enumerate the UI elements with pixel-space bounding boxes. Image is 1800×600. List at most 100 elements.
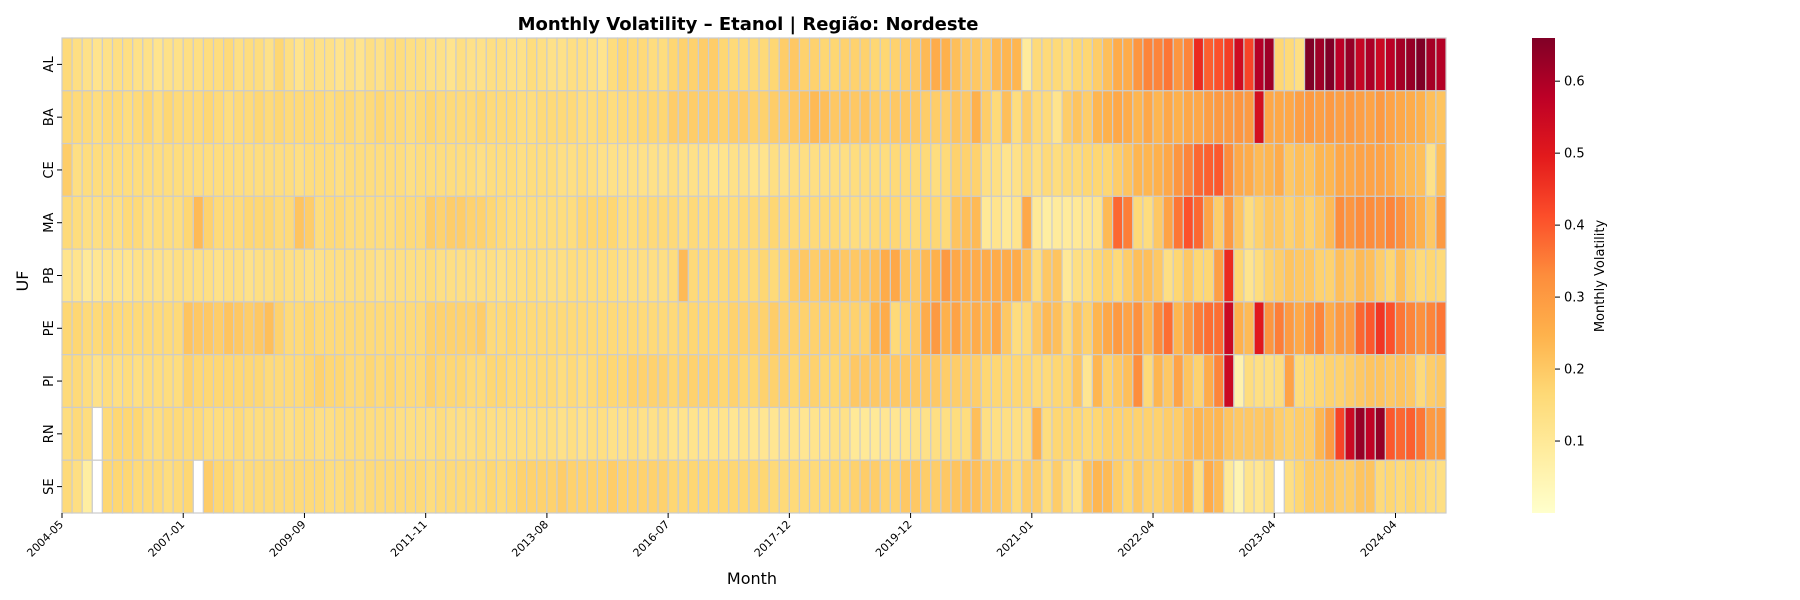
heatmap-cell bbox=[596, 195, 609, 250]
heatmap-cell bbox=[1011, 354, 1023, 409]
heatmap-cell bbox=[293, 90, 306, 145]
heatmap-cell bbox=[132, 406, 144, 461]
heatmap-cell bbox=[930, 301, 942, 356]
heatmap-cell bbox=[374, 354, 386, 409]
heatmap-cell bbox=[1303, 90, 1316, 145]
heatmap-cell bbox=[1011, 248, 1023, 303]
heatmap-cell bbox=[61, 354, 73, 409]
heatmap-cell bbox=[303, 248, 316, 303]
heatmap-cell bbox=[556, 90, 568, 145]
heatmap-cell bbox=[798, 90, 811, 145]
heatmap-cell bbox=[859, 195, 871, 250]
heatmap-cell bbox=[1021, 37, 1033, 92]
heatmap-cell bbox=[233, 37, 245, 92]
heatmap-cell bbox=[627, 142, 639, 197]
heatmap-cell bbox=[1213, 459, 1225, 514]
heatmap-cell bbox=[667, 459, 679, 514]
heatmap-cell bbox=[293, 37, 306, 92]
heatmap-cell bbox=[1091, 301, 1104, 356]
heatmap-cell bbox=[879, 142, 891, 197]
heatmap-cell bbox=[192, 37, 205, 92]
heatmap-cell bbox=[303, 459, 316, 514]
heatmap-cell bbox=[485, 248, 497, 303]
heatmap-cell bbox=[819, 142, 831, 197]
heatmap-cell bbox=[414, 406, 427, 461]
heatmap-cell bbox=[71, 142, 83, 197]
heatmap-cell bbox=[869, 195, 881, 250]
heatmap-cell bbox=[869, 406, 881, 461]
heatmap-cell bbox=[1132, 195, 1144, 250]
heatmap-cell bbox=[950, 354, 962, 409]
heatmap-cell bbox=[61, 142, 73, 197]
heatmap-cell bbox=[940, 248, 952, 303]
heatmap-cell bbox=[1404, 90, 1417, 145]
heatmap-cell bbox=[556, 301, 568, 356]
heatmap-cell bbox=[1425, 459, 1437, 514]
heatmap-cell bbox=[566, 248, 578, 303]
heatmap-cell bbox=[1202, 354, 1215, 409]
heatmap-cell bbox=[515, 459, 528, 514]
heatmap-cell bbox=[748, 37, 760, 92]
heatmap-cell bbox=[313, 459, 326, 514]
heatmap-cell bbox=[293, 142, 306, 197]
heatmap-cell bbox=[920, 37, 932, 92]
heatmap-cell bbox=[404, 90, 417, 145]
heatmap-cell bbox=[859, 406, 871, 461]
heatmap-cell bbox=[576, 248, 588, 303]
heatmap-cell bbox=[344, 406, 356, 461]
heatmap-cell bbox=[142, 406, 154, 461]
heatmap-cell bbox=[748, 301, 760, 356]
heatmap-cell bbox=[1132, 354, 1144, 409]
heatmap-cell bbox=[546, 142, 558, 197]
heatmap-cell bbox=[647, 301, 659, 356]
heatmap-cell bbox=[212, 37, 225, 92]
heatmap-cell bbox=[465, 142, 477, 197]
heatmap-cell bbox=[334, 90, 346, 145]
heatmap-cell bbox=[576, 195, 588, 250]
heatmap-cell bbox=[354, 459, 366, 514]
heatmap-cell bbox=[1142, 195, 1154, 250]
heatmap-cell bbox=[1000, 37, 1013, 92]
heatmap-cell bbox=[1213, 406, 1225, 461]
heatmap-cell bbox=[849, 406, 861, 461]
heatmap-cell bbox=[1354, 195, 1366, 250]
heatmap-cell bbox=[1283, 354, 1296, 409]
heatmap-cell bbox=[768, 301, 780, 356]
heatmap-cell bbox=[1303, 37, 1316, 92]
heatmap-cell bbox=[1213, 142, 1225, 197]
heatmap-cell bbox=[404, 195, 417, 250]
heatmap-cell bbox=[1354, 90, 1366, 145]
heatmap-cell bbox=[960, 459, 972, 514]
heatmap-cell bbox=[617, 354, 629, 409]
heatmap-cell bbox=[1223, 248, 1235, 303]
heatmap-cell bbox=[384, 459, 396, 514]
heatmap-cell bbox=[788, 90, 801, 145]
heatmap-cell bbox=[1273, 459, 1285, 514]
heatmap-cell bbox=[1142, 248, 1154, 303]
heatmap-cell bbox=[950, 142, 962, 197]
heatmap-cell bbox=[263, 37, 275, 92]
heatmap-cell bbox=[1415, 142, 1427, 197]
heatmap-cell bbox=[132, 248, 144, 303]
heatmap-cell bbox=[1233, 301, 1245, 356]
heatmap-cell bbox=[1374, 301, 1386, 356]
heatmap-cell bbox=[1061, 459, 1073, 514]
heatmap-cell bbox=[273, 195, 285, 250]
heatmap-cell bbox=[687, 90, 700, 145]
heatmap-cell bbox=[1435, 301, 1447, 356]
heatmap-cell bbox=[1364, 301, 1376, 356]
heatmap-cell bbox=[324, 301, 336, 356]
heatmap-cell bbox=[162, 142, 174, 197]
heatmap-cell bbox=[182, 406, 194, 461]
heatmap-cell bbox=[344, 37, 356, 92]
heatmap-cell bbox=[1233, 459, 1245, 514]
heatmap-cell bbox=[1132, 37, 1144, 92]
heatmap-cell bbox=[202, 406, 215, 461]
heatmap-cell bbox=[465, 37, 477, 92]
heatmap-cell bbox=[1031, 37, 1043, 92]
heatmap-cell bbox=[970, 459, 982, 514]
y-tick-labels: AL BA CE MA PB PE PI RN SE bbox=[42, 56, 62, 495]
heatmap-cell bbox=[819, 354, 831, 409]
heatmap-cell bbox=[920, 142, 932, 197]
heatmap-cell bbox=[606, 406, 619, 461]
